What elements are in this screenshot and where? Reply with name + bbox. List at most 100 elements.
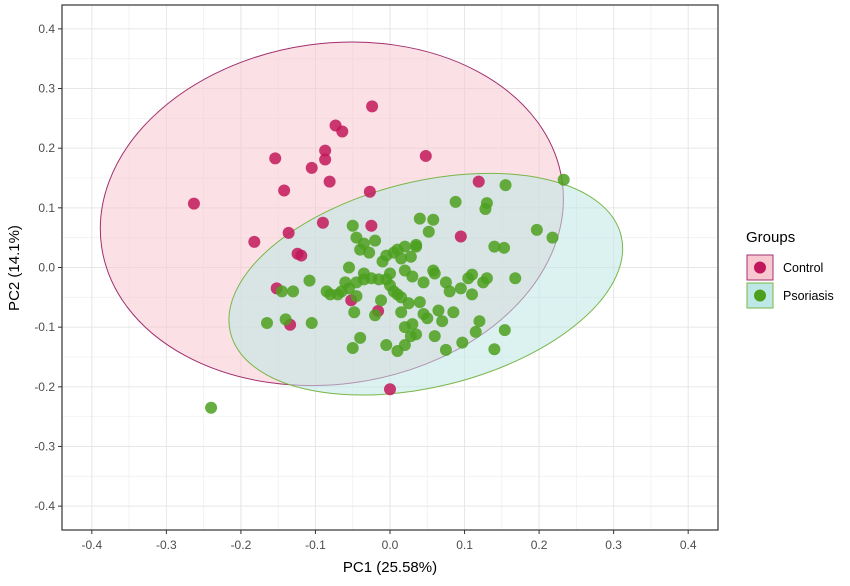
x-tick-label: 0.3 — [605, 538, 622, 552]
point-psoriasis — [488, 343, 501, 356]
point-control — [472, 175, 485, 188]
point-psoriasis — [530, 223, 543, 236]
point-psoriasis — [380, 339, 393, 352]
x-tick-label: 0.2 — [531, 538, 548, 552]
legend: Groups Control Psoriasis — [746, 229, 834, 309]
point-psoriasis — [402, 297, 415, 310]
point-psoriasis — [305, 316, 318, 329]
point-psoriasis — [421, 312, 434, 325]
x-axis-title: PC1 (25.58%) — [343, 559, 437, 576]
point-psoriasis — [473, 315, 486, 328]
point-psoriasis — [436, 315, 449, 328]
point-psoriasis — [320, 285, 333, 298]
point-control — [366, 100, 379, 113]
point-psoriasis — [427, 213, 440, 226]
point-psoriasis — [376, 255, 389, 268]
point-psoriasis — [479, 203, 492, 216]
point-psoriasis — [391, 345, 404, 358]
point-psoriasis — [422, 225, 435, 238]
point-psoriasis — [439, 343, 452, 356]
point-control — [295, 249, 308, 262]
point-psoriasis — [205, 401, 218, 414]
point-psoriasis — [417, 276, 430, 289]
point-psoriasis — [363, 246, 376, 259]
point-control — [269, 152, 282, 165]
point-psoriasis — [287, 285, 300, 298]
point-psoriasis — [279, 313, 292, 326]
point-psoriasis — [261, 316, 273, 329]
point-psoriasis — [509, 272, 522, 285]
point-psoriasis — [413, 212, 426, 225]
point-psoriasis — [466, 288, 478, 301]
point-psoriasis — [413, 296, 426, 309]
point-psoriasis — [395, 252, 408, 265]
point-control — [419, 149, 432, 162]
point-psoriasis — [343, 261, 355, 274]
point-psoriasis — [303, 274, 316, 287]
point-control — [319, 144, 332, 157]
x-axis-ticks: -0.4 -0.3 -0.2 -0.1 0.0 0.1 0.2 0.3 0.4 — [81, 530, 697, 552]
y-tick-label: 0.3 — [38, 82, 55, 96]
y-tick-label: -0.1 — [34, 320, 55, 334]
point-psoriasis — [384, 267, 396, 280]
point-control — [248, 235, 261, 248]
point-psoriasis — [454, 282, 467, 295]
point-control — [363, 185, 376, 198]
point-psoriasis — [395, 306, 408, 319]
x-tick-label: -0.2 — [231, 538, 252, 552]
point-control — [278, 184, 291, 197]
point-psoriasis — [354, 331, 367, 344]
x-tick-label: 0.0 — [382, 538, 399, 552]
point-control — [282, 226, 295, 239]
legend-label-control: Control — [783, 261, 823, 275]
point-psoriasis — [398, 321, 411, 334]
point-control — [305, 161, 318, 174]
y-tick-label: 0.2 — [38, 141, 55, 155]
x-tick-label: -0.1 — [305, 538, 326, 552]
y-tick-label: 0.1 — [38, 201, 55, 215]
x-tick-label: 0.4 — [680, 538, 697, 552]
legend-marker-psoriasis — [754, 289, 766, 302]
x-tick-label: -0.4 — [81, 538, 102, 552]
point-psoriasis — [369, 234, 382, 247]
point-control — [384, 383, 396, 396]
point-psoriasis — [469, 325, 482, 338]
point-psoriasis — [447, 306, 460, 319]
y-axis-title: PC2 (14.1%) — [6, 225, 23, 311]
y-axis-ticks: -0.4 -0.3 -0.2 -0.1 0.0 0.1 0.2 0.3 0.4 — [34, 22, 62, 513]
point-psoriasis — [275, 285, 288, 298]
point-control — [319, 153, 332, 166]
point-psoriasis — [346, 342, 359, 355]
point-psoriasis — [348, 306, 361, 319]
point-psoriasis — [443, 285, 456, 298]
point-psoriasis — [432, 304, 445, 317]
point-psoriasis — [466, 268, 478, 281]
point-psoriasis — [428, 330, 441, 343]
y-tick-label: -0.3 — [34, 439, 55, 453]
point-psoriasis — [546, 231, 559, 244]
point-psoriasis — [406, 270, 419, 283]
y-tick-label: -0.2 — [34, 380, 55, 394]
legend-marker-control — [754, 261, 766, 274]
point-psoriasis — [498, 241, 511, 254]
point-psoriasis — [427, 264, 440, 277]
point-psoriasis — [488, 240, 501, 253]
legend-title: Groups — [746, 229, 795, 246]
point-psoriasis — [350, 290, 363, 303]
point-control — [336, 125, 349, 138]
point-control — [365, 219, 378, 232]
y-tick-label: -0.4 — [34, 499, 55, 513]
point-control — [454, 230, 467, 243]
point-psoriasis — [557, 173, 570, 186]
point-psoriasis — [375, 294, 388, 307]
point-psoriasis — [369, 309, 382, 322]
point-psoriasis — [499, 179, 512, 192]
point-psoriasis — [404, 250, 417, 263]
legend-label-psoriasis: Psoriasis — [783, 289, 834, 303]
point-control — [187, 197, 200, 210]
point-control — [323, 175, 336, 188]
x-tick-label: 0.1 — [456, 538, 473, 552]
point-psoriasis — [477, 276, 490, 289]
y-tick-label: 0.0 — [38, 261, 55, 275]
